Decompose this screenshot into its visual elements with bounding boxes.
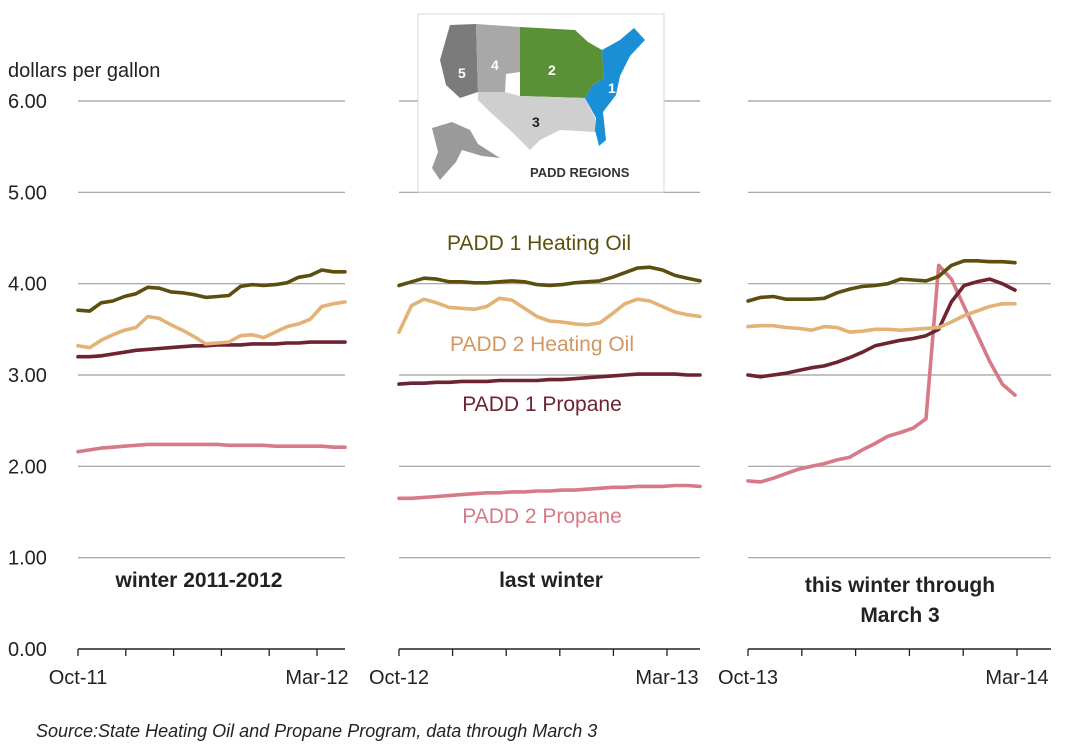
- padd-region-2: [520, 27, 604, 98]
- y-tick-label: 4.00: [8, 274, 47, 296]
- series-label-padd1-propane: PADD 1 Propane: [462, 393, 622, 416]
- series-line-padd1-oil-panel-1: [76, 268, 347, 313]
- y-tick-label: 0.00: [8, 639, 47, 661]
- series-line-padd2-oil-panel-1: [76, 300, 347, 350]
- padd-region-3: [478, 92, 596, 150]
- series-line-padd1-oil-panel-2: [397, 265, 702, 288]
- x-tick-label: Oct-12: [369, 667, 429, 689]
- panel-labels: winter 2011-2012 last winter this winter t…: [115, 569, 996, 627]
- y-tick-label: 6.00: [8, 91, 47, 113]
- padd-region-5-number: 5: [458, 65, 466, 81]
- series-line-padd2-oil-panel-3: [746, 301, 1017, 334]
- series-line-padd1-propane-panel-1: [76, 340, 347, 359]
- padd-region-1-number: 1: [608, 80, 616, 96]
- y-tick-label: 3.00: [8, 365, 47, 387]
- padd-region-alaska: [432, 122, 500, 180]
- padd-region-5: [440, 24, 478, 98]
- panel-label: last winter: [499, 569, 603, 592]
- panel-label: winter 2011-2012: [115, 569, 283, 592]
- padd-region-4: [476, 24, 520, 92]
- y-tick-label: 1.00: [8, 548, 47, 570]
- padd-region-map: 5 4 2 3 1 PADD REGIONS: [417, 13, 665, 193]
- y-tick-labels: 0.00 1.00 2.00 3.00 4.00 5.00 6.00: [8, 91, 47, 661]
- series-label-padd2-propane: PADD 2 Propane: [462, 505, 622, 528]
- series-line-padd2-oil-panel-2: [397, 296, 702, 334]
- series-lines: [76, 258, 1017, 501]
- x-axes: Oct-11 Mar-12 Oct-12 Mar-13 Oct-13 Mar-14: [49, 648, 1051, 689]
- series-line-padd1-propane-panel-2: [397, 372, 702, 386]
- x-tick-label: Oct-11: [49, 667, 108, 689]
- source-note: Source:State Heating Oil and Propane Pro…: [36, 721, 597, 741]
- y-tick-label: 5.00: [8, 182, 47, 204]
- series-label-padd2-oil: PADD 2 Heating Oil: [450, 333, 634, 356]
- series-line-padd2-propane-panel-1: [76, 442, 347, 454]
- x-tick-label: Oct-13: [718, 667, 778, 689]
- x-tick-label: Mar-12: [285, 667, 348, 689]
- x-tick-label: Mar-13: [635, 667, 698, 689]
- padd-region-2-number: 2: [548, 62, 556, 78]
- padd-region-4-number: 4: [491, 57, 499, 73]
- series-line-padd2-propane-panel-2: [397, 483, 702, 501]
- x-tick-label: Mar-14: [985, 667, 1048, 689]
- panel-label-line2: March 3: [860, 604, 939, 627]
- series-label-padd1-oil: PADD 1 Heating Oil: [447, 232, 631, 255]
- series-line-padd2-propane-panel-3: [746, 263, 1017, 484]
- padd-region-1: [585, 28, 645, 146]
- series-line-padd1-oil-panel-3: [746, 258, 1017, 303]
- panel-label: this winter through: [805, 574, 995, 597]
- y-axis-unit: dollars per gallon: [8, 60, 160, 82]
- series-line-padd1-propane-panel-3: [746, 277, 1017, 379]
- y-tick-label: 2.00: [8, 456, 47, 478]
- inset-map-caption: PADD REGIONS: [530, 165, 630, 180]
- padd-region-3-number: 3: [532, 114, 540, 130]
